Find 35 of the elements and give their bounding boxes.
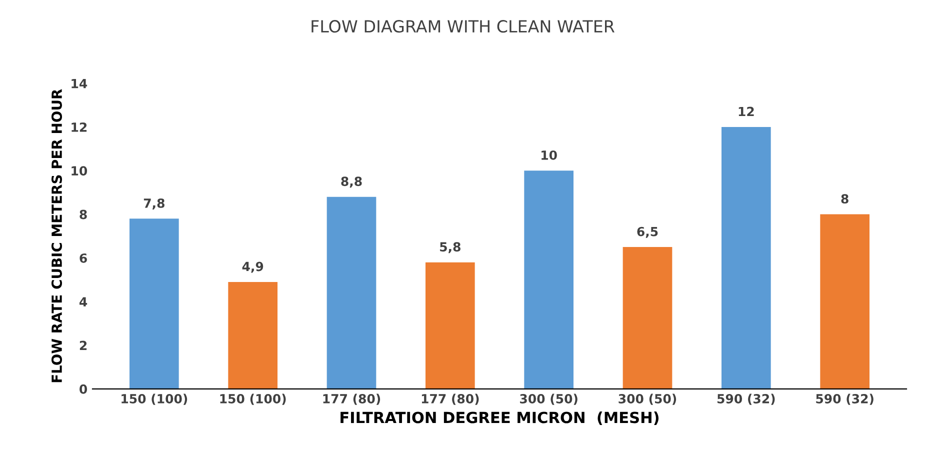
x-tick-label: 590 (32) — [718, 394, 775, 405]
x-tick-label: 300 (50) — [618, 394, 676, 405]
bar — [722, 126, 771, 389]
chart-title: FLOW DIAGRAM WITH CLEAN WATER — [312, 20, 614, 33]
data-label: 7,8 — [144, 198, 164, 210]
y-tick-label: 10 — [72, 166, 88, 176]
bar — [130, 218, 179, 389]
data-label: 10 — [542, 150, 557, 160]
y-axis-title: FLOW RATE CUBIC METERS PER HOUR — [51, 89, 62, 382]
data-label: 6,5 — [637, 226, 658, 238]
x-tick-label: 300 (50) — [520, 394, 578, 405]
x-tick-label: 150 (100) — [122, 394, 188, 405]
bar — [524, 170, 574, 389]
data-label: 8 — [841, 194, 848, 204]
x-tick-label: 177 (80) — [422, 394, 479, 405]
y-tick-label: 14 — [72, 78, 88, 88]
x-tick-label: 177 (80) — [323, 394, 380, 405]
data-label: 12 — [738, 106, 754, 116]
y-tick-label: 8 — [80, 210, 87, 220]
bar — [326, 196, 376, 389]
y-tick-label: 2 — [80, 340, 87, 350]
bar — [622, 247, 672, 389]
y-tick-label: 12 — [72, 122, 87, 132]
x-axis-title: FILTRATION DEGREE MICRON (MESH) — [340, 411, 659, 426]
data-label: 5,8 — [440, 242, 460, 254]
y-tick-label: 6 — [80, 253, 87, 263]
y-tick-label: 0 — [80, 384, 88, 394]
x-tick-label: 590 (32) — [816, 394, 874, 405]
data-label: 8,8 — [341, 176, 362, 188]
y-tick-label: 4 — [80, 297, 88, 306]
x-tick-label: 150 (100) — [220, 394, 286, 405]
bar — [426, 262, 475, 389]
bar — [820, 214, 870, 389]
bar — [228, 282, 278, 389]
data-label: 4,9 — [242, 262, 264, 273]
